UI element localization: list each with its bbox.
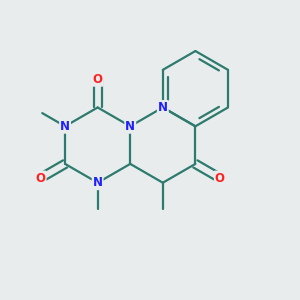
Text: O: O: [93, 73, 103, 86]
Text: N: N: [158, 101, 168, 114]
Text: O: O: [36, 172, 46, 184]
Text: O: O: [215, 172, 225, 184]
Text: N: N: [60, 120, 70, 133]
Text: N: N: [93, 176, 103, 189]
Text: N: N: [125, 120, 135, 133]
